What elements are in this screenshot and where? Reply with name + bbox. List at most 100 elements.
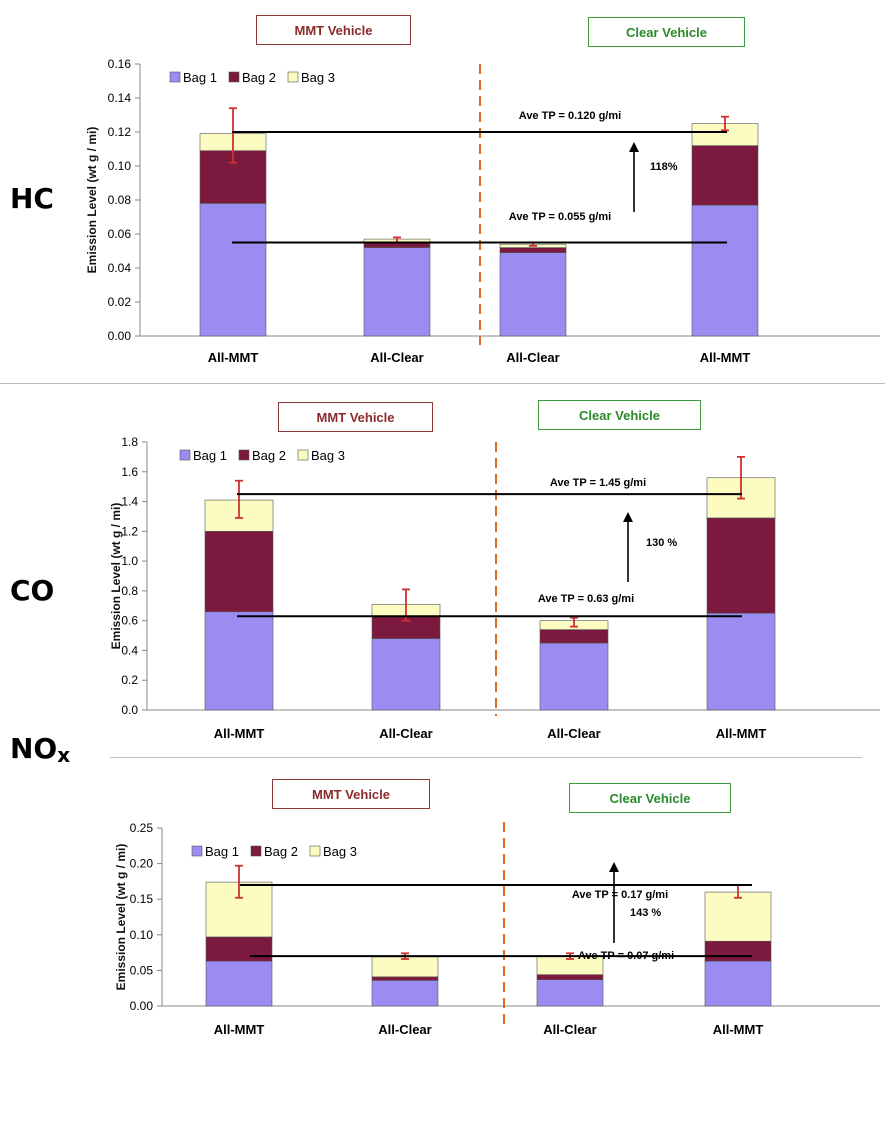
bar-bag1-2 [371, 638, 441, 711]
bar-bag1-4 [706, 612, 776, 711]
bar-bag1-3 [536, 979, 604, 1007]
pollutant-label-hc: HC [10, 182, 54, 215]
y-tick-label: 0.02 [108, 295, 132, 309]
bar-bag1-1 [199, 203, 267, 337]
legend-swatch-bag3 [287, 71, 299, 83]
legend-label-bag2: Bag 2 [264, 844, 298, 859]
bar-bag1-1 [204, 611, 274, 711]
pollutant-label-nox: NOx [10, 732, 71, 767]
legend-label-bag1: Bag 1 [205, 844, 239, 859]
y-tick-label: 0.14 [108, 91, 132, 105]
category-label: All-Clear [379, 726, 432, 741]
y-tick-label: 0.16 [108, 57, 132, 71]
y-tick-label: 0.8 [121, 584, 138, 598]
y-tick-label: 1.0 [121, 554, 138, 568]
average-label-high: Ave TP = 1.45 g/mi [550, 477, 646, 489]
bar-bag1-3 [499, 252, 567, 337]
category-label: All-Clear [543, 1022, 596, 1037]
legend-swatch-bag2 [238, 449, 250, 461]
y-tick-label: 0.05 [130, 963, 154, 977]
pollutant-label-co: CO [10, 574, 55, 607]
y-tick-label: 0.15 [130, 892, 154, 906]
increase-percent: 130 % [646, 537, 677, 549]
y-tick-label: 0.04 [108, 261, 132, 275]
y-axis-title: Emission Level (wt g / mi) [109, 503, 123, 650]
increase-percent: 143 % [630, 907, 661, 919]
bar-bag2-3 [536, 974, 604, 980]
category-label: All-Clear [547, 726, 600, 741]
y-tick-label: 0.00 [108, 329, 132, 343]
legend-label-bag2: Bag 2 [252, 448, 286, 463]
bar-bag2-2 [371, 976, 439, 981]
legend-label-bag3: Bag 3 [311, 448, 345, 463]
category-label: All-Clear [506, 350, 559, 365]
legend-label-bag1: Bag 1 [193, 448, 227, 463]
average-label-low: Ave TP = 0.055 g/mi [509, 211, 611, 223]
y-tick-label: 0.00 [130, 999, 154, 1013]
bar-bag1-4 [704, 960, 772, 1007]
hc-panel: MMT Vehicle Clear Vehicle 0.00 0.02 0.04 0.… [0, 0, 885, 380]
category-label: All-MMT [700, 350, 751, 365]
y-tick-label: 1.2 [121, 524, 138, 538]
hc-chart: 0.00 0.02 0.04 0.06 0.08 0.10 0.12 0.14 0.16 Emis… [85, 57, 880, 365]
y-tick-label: 0.06 [108, 227, 132, 241]
clear-vehicle-label: Clear Vehicle [569, 783, 731, 813]
legend-swatch-bag1 [179, 449, 191, 461]
bar-bag2-4 [704, 940, 772, 962]
mmt-vehicle-label: MMT Vehicle [256, 15, 411, 45]
mmt-vehicle-label: MMT Vehicle [278, 402, 433, 432]
separator [0, 383, 885, 384]
y-tick-label: 0.6 [121, 614, 138, 628]
separator [110, 757, 862, 758]
mmt-vehicle-label: MMT Vehicle [272, 779, 430, 809]
average-label-low: Ave TP = 0.07 g/mi [578, 950, 674, 962]
category-label: All-Clear [378, 1022, 431, 1037]
category-label: All-MMT [208, 350, 259, 365]
legend-swatch-bag3 [309, 845, 321, 857]
legend-swatch-bag2 [228, 71, 240, 83]
y-tick-label: 0.10 [108, 159, 132, 173]
y-tick-label: 0.25 [130, 821, 154, 835]
y-tick-label: 1.6 [121, 465, 138, 479]
y-axis-title: Emission Level (wt g / mi) [85, 127, 99, 274]
category-label: All-MMT [716, 726, 767, 741]
y-axis-title: Emission Level (wt g / mi) [114, 844, 128, 991]
clear-vehicle-label: Clear Vehicle [588, 17, 745, 47]
average-label-high: Ave TP = 0.17 g/mi [572, 889, 668, 901]
legend-swatch-bag1 [169, 71, 181, 83]
y-tick-label: 0.12 [108, 125, 132, 139]
average-label-high: Ave TP = 0.120 g/mi [519, 110, 621, 122]
y-tick-label: 0.20 [130, 857, 154, 871]
increase-percent: 118% [650, 161, 678, 173]
legend-label-bag3: Bag 3 [323, 844, 357, 859]
bar-bag2-1 [204, 531, 274, 613]
co-chart: 0.0 0.2 0.4 0.6 0.8 1.0 1.2 1.4 1.6 1.8 Emission L… [109, 435, 880, 741]
legend-label-bag2: Bag 2 [242, 70, 276, 85]
legend-swatch-bag2 [250, 845, 262, 857]
y-tick-label: 0.2 [121, 673, 138, 687]
bar-bag1-4 [691, 204, 759, 337]
category-label: All-MMT [214, 726, 265, 741]
increase-arrow-head [609, 862, 619, 872]
bar-bag3-4 [704, 891, 772, 942]
average-label-low: Ave TP = 0.63 g/mi [538, 593, 634, 605]
increase-arrow-head [623, 512, 633, 522]
increase-arrow-head [629, 142, 639, 152]
y-tick-label: 1.8 [121, 435, 138, 449]
legend-swatch-bag1 [191, 845, 203, 857]
legend-swatch-bag3 [297, 449, 309, 461]
y-tick-label: 0.10 [130, 928, 154, 942]
bar-bag1-3 [539, 642, 609, 711]
category-label: All-MMT [214, 1022, 265, 1037]
y-tick-label: 0.0 [121, 703, 138, 717]
co-panel: MMT Vehicle Clear Vehicle 0.0 0.2 0.4 0.6 0.… [10, 400, 880, 741]
y-tick-label: 0.4 [121, 643, 138, 657]
legend-label-bag3: Bag 3 [301, 70, 335, 85]
legend-label-bag1: Bag 1 [183, 70, 217, 85]
bar-bag2-1 [205, 936, 273, 962]
y-tick-label: 1.4 [121, 495, 138, 509]
y-tick-label: 0.08 [108, 193, 132, 207]
bar-bag1-2 [363, 247, 431, 337]
